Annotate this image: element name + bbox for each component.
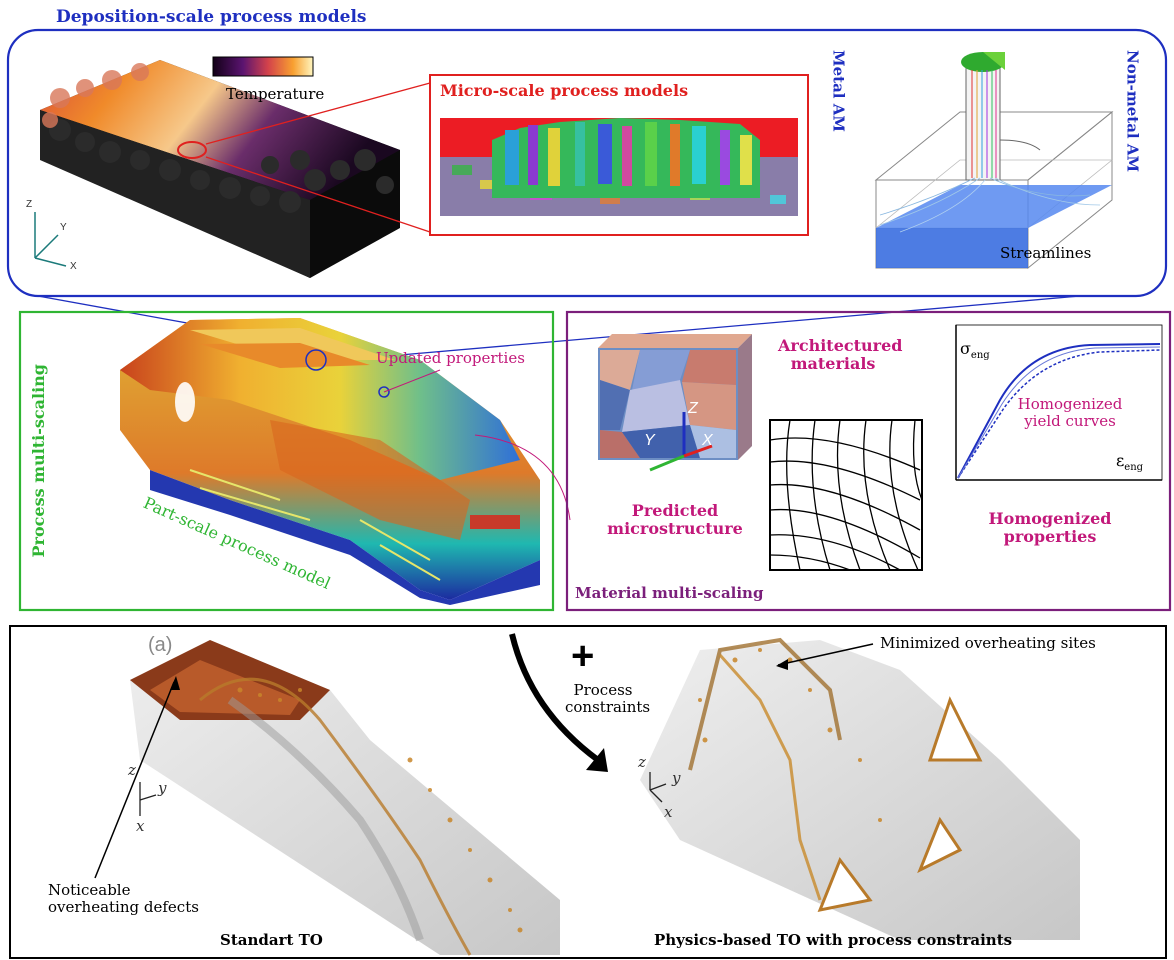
updated-properties-line xyxy=(383,369,441,393)
homogenized-properties-label: Homogenized properties xyxy=(988,509,1112,546)
std-axis-z: z xyxy=(128,761,136,779)
part-scale-illustration xyxy=(120,318,540,605)
axis-triad xyxy=(34,212,67,267)
micro-scale-image xyxy=(440,118,798,216)
standard-to-caption: Standart TO xyxy=(220,931,323,949)
lattice-illustration xyxy=(769,419,923,571)
non-metal-am-label: Non-metal AM xyxy=(1123,50,1142,173)
std-axis-y: y xyxy=(158,779,167,797)
phys-axis-y: y xyxy=(672,769,681,787)
temperature-colorbar xyxy=(212,56,314,77)
predicted-label: Predicted microstructure xyxy=(607,501,743,538)
epsilon-subscript: eng xyxy=(1124,462,1144,474)
cube-axis-z: Z xyxy=(688,400,698,417)
plus-sign: + xyxy=(571,634,595,678)
noticeable-label: Noticeable overheating defects xyxy=(48,881,199,916)
material-title: Material multi-scaling xyxy=(575,584,764,602)
minimized-label: Minimized overheating sites xyxy=(880,634,1096,652)
metal-am-label: Metal AM xyxy=(829,50,848,132)
process-arrow xyxy=(509,633,600,763)
defect-arrow-line xyxy=(94,681,175,879)
defect-arrow-head xyxy=(170,676,180,690)
nozzle-illustration xyxy=(874,52,1114,270)
panel-a-label: (a) xyxy=(148,634,173,656)
physics-to-caption: Physics-based TO with process constraint… xyxy=(654,931,1013,949)
yield-curve-plot xyxy=(955,324,1163,481)
axis-x-label: X xyxy=(70,261,77,272)
zoom-line-top xyxy=(205,82,431,145)
epsilon-symbol: ε xyxy=(1116,451,1125,470)
axis-z-label: Z xyxy=(26,199,33,210)
cube-axis-y: Y xyxy=(644,432,655,449)
streamlines-label: Streamlines xyxy=(1000,244,1092,262)
powder-bed-illustration xyxy=(40,60,400,278)
process-arrow-head xyxy=(586,748,608,772)
std-axis-x: x xyxy=(136,817,145,835)
deposition-frame xyxy=(6,28,1168,298)
deposition-title: Deposition-scale process models xyxy=(56,7,367,27)
temperature-label: Temperature xyxy=(226,85,325,103)
connector-right xyxy=(399,295,1081,356)
sigma-subscript: eng xyxy=(970,350,990,362)
epsilon-label: εeng xyxy=(1116,452,1143,473)
process-constraints-label: Process constraints xyxy=(565,681,651,716)
material-frame xyxy=(565,310,1172,612)
axis-y-label: Y xyxy=(60,222,67,233)
microstructure-cube xyxy=(598,334,752,472)
cube-axis-x: X xyxy=(702,432,713,449)
zoom-line-bottom xyxy=(205,156,431,233)
process-frame xyxy=(18,310,555,612)
process-title: Process multi-scaling xyxy=(29,364,48,558)
standard-to-axes xyxy=(139,782,157,816)
sigma-symbol: σ xyxy=(960,339,971,358)
physics-to-illustration xyxy=(640,637,1080,940)
phys-axis-x: x xyxy=(664,803,673,821)
to-frame xyxy=(9,625,1167,959)
physics-to-axes xyxy=(649,772,667,803)
standard-to-illustration xyxy=(130,640,560,956)
updated-properties-label: Updated properties xyxy=(376,349,525,367)
phys-axis-z: z xyxy=(638,753,646,771)
architectured-label: Architectured materials xyxy=(778,336,903,373)
sigma-label: σeng xyxy=(960,340,990,361)
homogenized-yield-label: Homogenized yield curves xyxy=(1017,395,1123,430)
micro-scale-title: Micro-scale process models xyxy=(440,81,689,100)
